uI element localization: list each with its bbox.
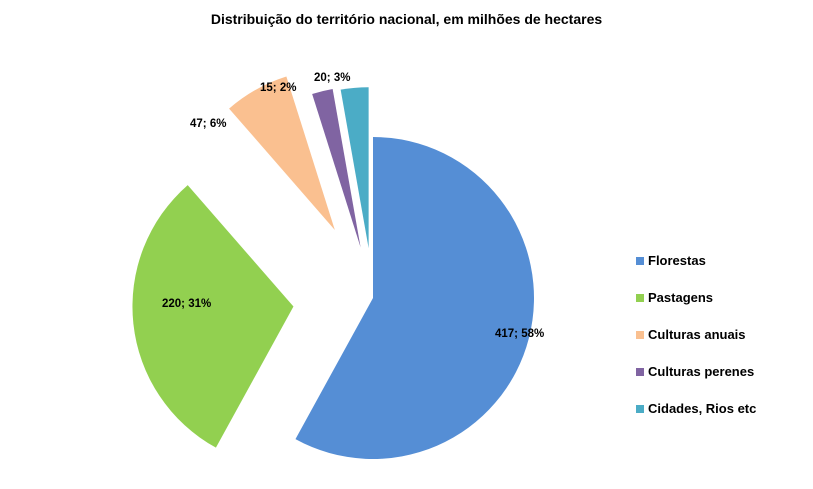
pie-slice-pastagens xyxy=(132,185,294,448)
legend-item-culturas-perenes: Culturas perenes xyxy=(636,353,756,390)
data-label-culturas-perenes: 15; 2% xyxy=(260,82,296,94)
data-label-culturas-anuais: 47; 6% xyxy=(190,118,226,130)
chart-title: Distribuição do território nacional, em … xyxy=(210,11,603,27)
pie-data-labels: 417; 58% 220; 31% 47; 6% 15; 2% 20; 3% xyxy=(162,72,544,340)
legend-item-culturas-anuais: Culturas anuais xyxy=(636,316,756,353)
pie-slice-cidades-rios-etc xyxy=(340,87,369,249)
pie-slice-culturas-perenes xyxy=(312,88,361,248)
legend-item-cidades-rios-etc: Cidades, Rios etc xyxy=(636,390,756,427)
pie-slice-culturas-anuais xyxy=(229,76,335,230)
data-label-florestas: 417; 58% xyxy=(495,328,544,340)
legend-swatch xyxy=(636,330,644,339)
legend-swatch xyxy=(636,293,644,302)
pie-slice-florestas xyxy=(295,137,534,459)
legend-label: Culturas perenes xyxy=(648,364,755,379)
legend-label: Pastagens xyxy=(648,290,714,305)
legend-swatch xyxy=(636,367,644,376)
legend-item-pastagens: Pastagens xyxy=(636,279,756,316)
legend: Florestas Pastagens Culturas anuais Cultura… xyxy=(636,242,756,427)
legend-swatch xyxy=(636,256,644,265)
legend-label: Florestas xyxy=(648,253,706,268)
data-label-cidades-rios-etc: 20; 3% xyxy=(314,72,350,84)
legend-item-florestas: Florestas xyxy=(636,242,756,279)
legend-label: Culturas anuais xyxy=(648,327,746,342)
legend-swatch xyxy=(636,404,644,413)
data-label-pastagens: 220; 31% xyxy=(162,298,211,310)
pie-slices xyxy=(132,76,534,459)
legend-label: Cidades, Rios etc xyxy=(648,401,757,416)
